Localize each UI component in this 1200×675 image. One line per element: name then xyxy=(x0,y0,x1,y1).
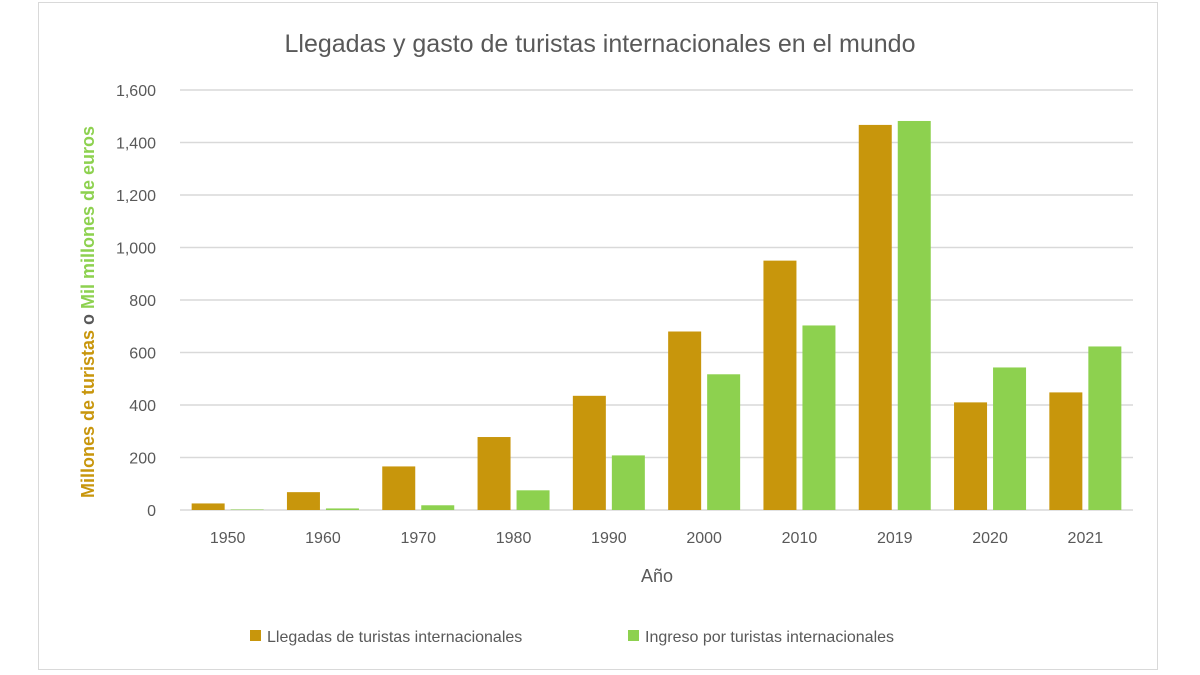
bar-llegadas xyxy=(763,260,797,510)
x-tick-label: 2000 xyxy=(686,530,722,547)
y-tick-label: 200 xyxy=(129,451,156,468)
bar-llegadas xyxy=(668,331,702,510)
legend-swatch xyxy=(250,630,261,641)
bar-ingreso xyxy=(421,505,455,510)
legend-label: Ingreso por turistas internacionales xyxy=(645,629,894,646)
bar-ingreso xyxy=(802,325,836,510)
bar-ingreso xyxy=(993,367,1027,510)
y-tick-label: 800 xyxy=(129,293,156,310)
y-tick-label: 1,400 xyxy=(116,136,156,153)
y-tick-label: 600 xyxy=(129,346,156,363)
x-axis-label: Año xyxy=(641,566,673,586)
x-tick-label: 2020 xyxy=(972,530,1008,547)
bar-ingreso xyxy=(1088,346,1122,510)
x-tick-label: 1990 xyxy=(591,530,627,547)
bar-llegadas xyxy=(858,124,892,510)
bar-llegadas xyxy=(572,395,606,510)
bar-ingreso xyxy=(516,490,550,510)
legend-label: Llegadas de turistas internacionales xyxy=(267,629,522,646)
bar-llegadas xyxy=(191,503,225,510)
x-tick-label: 2021 xyxy=(1068,530,1104,547)
y-tick-label: 400 xyxy=(129,398,156,415)
legend-swatch xyxy=(628,630,639,641)
y-tick-label: 1,000 xyxy=(116,241,156,258)
bar-llegadas xyxy=(477,437,511,510)
y-axis-label-part: Mil millones de euros xyxy=(78,126,98,309)
bar-ingreso xyxy=(611,455,645,510)
bar-llegadas xyxy=(382,466,416,510)
chart-frame xyxy=(38,2,1158,670)
y-axis-label-part: o xyxy=(78,309,98,330)
bar-ingreso xyxy=(230,509,264,510)
x-tick-label: 1980 xyxy=(496,530,532,547)
bar-llegadas xyxy=(1049,392,1083,510)
x-tick-label: 2019 xyxy=(877,530,913,547)
bar-ingreso xyxy=(707,374,741,510)
x-tick-label: 1970 xyxy=(400,530,436,547)
x-tick-label: 1950 xyxy=(210,530,246,547)
bar-ingreso xyxy=(325,508,359,510)
y-axis-label: Millones de turistas o Mil millones de e… xyxy=(78,126,98,498)
y-tick-label: 1,600 xyxy=(116,83,156,100)
y-axis-label-part: Millones de turistas xyxy=(78,330,98,498)
bar-llegadas xyxy=(954,402,988,510)
x-tick-label: 1960 xyxy=(305,530,341,547)
bar-ingreso xyxy=(897,120,931,510)
chart-title: Llegadas y gasto de turistas internacion… xyxy=(285,30,916,58)
y-tick-label: 0 xyxy=(147,503,156,520)
x-tick-label: 2010 xyxy=(782,530,818,547)
y-tick-label: 1,200 xyxy=(116,188,156,205)
bar-llegadas xyxy=(286,492,320,510)
